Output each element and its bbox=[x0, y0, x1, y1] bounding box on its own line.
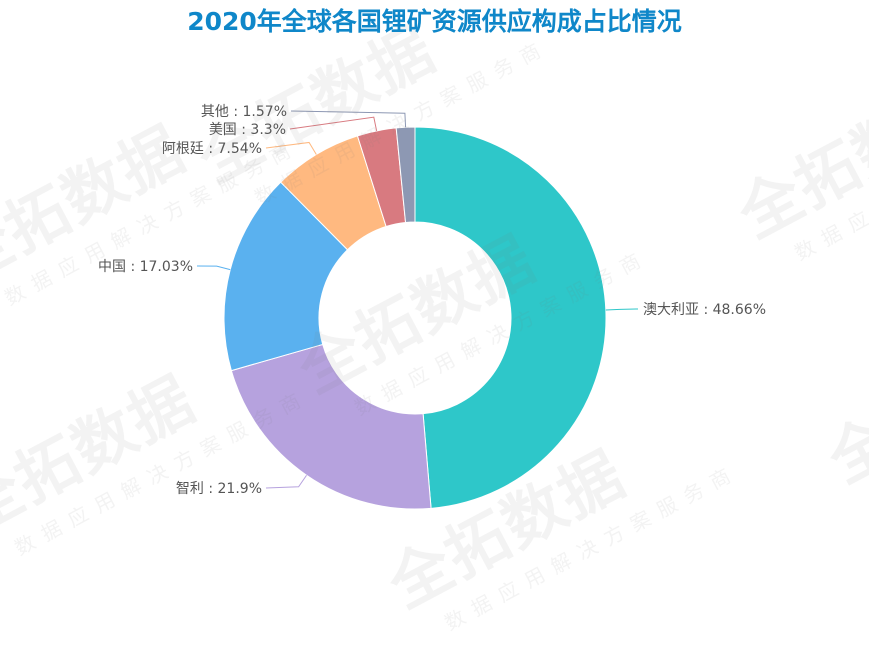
donut-slice-0[interactable] bbox=[414, 126, 607, 509]
slice-label-1: 智利 : 21.9% bbox=[176, 481, 262, 497]
donut-slices bbox=[223, 126, 607, 510]
slice-label-2: 中国 : 17.03% bbox=[98, 259, 193, 275]
leader-lines bbox=[196, 110, 639, 489]
leader-line-4 bbox=[289, 116, 378, 131]
donut-chart: 澳大利亚 : 48.66% 智利 : 21.9% 中国 : 17.03% 阿根廷 : … bbox=[98, 104, 766, 510]
leader-line-3 bbox=[265, 141, 317, 155]
slice-label-0: 澳大利亚 : 48.66% bbox=[643, 302, 766, 318]
slice-label-3: 阿根廷 : 7.54% bbox=[162, 141, 262, 157]
slice-labels: 澳大利亚 : 48.66% 智利 : 21.9% 中国 : 17.03% 阿根廷 : … bbox=[98, 104, 766, 497]
slice-label-5: 其他 : 1.57% bbox=[201, 104, 287, 120]
leader-line-2 bbox=[196, 265, 231, 271]
leader-line-0 bbox=[605, 308, 639, 311]
donut-slice-5[interactable] bbox=[395, 126, 416, 224]
leader-line-1 bbox=[265, 474, 307, 489]
chart-title: 2020年全球各国锂矿资源供应构成占比情况 bbox=[187, 7, 682, 36]
donut-slice-1[interactable] bbox=[230, 343, 432, 510]
leader-line-5 bbox=[290, 110, 407, 128]
slice-label-4: 美国 : 3.3% bbox=[209, 122, 286, 138]
donut-slice-2[interactable] bbox=[223, 181, 349, 372]
